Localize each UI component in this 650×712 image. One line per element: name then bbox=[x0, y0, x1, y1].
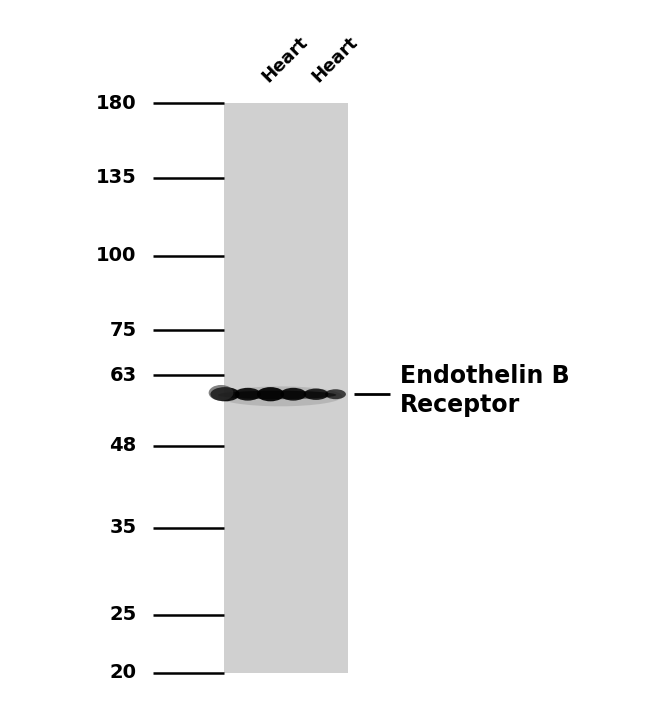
Text: 20: 20 bbox=[109, 664, 136, 682]
Ellipse shape bbox=[218, 391, 336, 399]
Text: 25: 25 bbox=[109, 605, 136, 624]
Text: Endothelin B
Receptor: Endothelin B Receptor bbox=[400, 365, 569, 417]
Text: 100: 100 bbox=[96, 246, 136, 265]
Ellipse shape bbox=[209, 385, 233, 401]
Ellipse shape bbox=[280, 388, 306, 401]
Ellipse shape bbox=[257, 387, 284, 402]
Ellipse shape bbox=[218, 387, 343, 407]
Text: 135: 135 bbox=[96, 168, 136, 187]
Text: Heart: Heart bbox=[259, 33, 312, 85]
Ellipse shape bbox=[304, 389, 328, 400]
Text: 48: 48 bbox=[109, 436, 136, 456]
Ellipse shape bbox=[235, 388, 261, 401]
Ellipse shape bbox=[211, 387, 240, 402]
Ellipse shape bbox=[325, 389, 346, 399]
FancyBboxPatch shape bbox=[224, 103, 348, 673]
Text: 75: 75 bbox=[109, 320, 136, 340]
Text: 180: 180 bbox=[96, 94, 136, 112]
Text: Heart: Heart bbox=[308, 33, 361, 85]
Text: 63: 63 bbox=[109, 366, 136, 385]
Text: 35: 35 bbox=[109, 518, 136, 538]
